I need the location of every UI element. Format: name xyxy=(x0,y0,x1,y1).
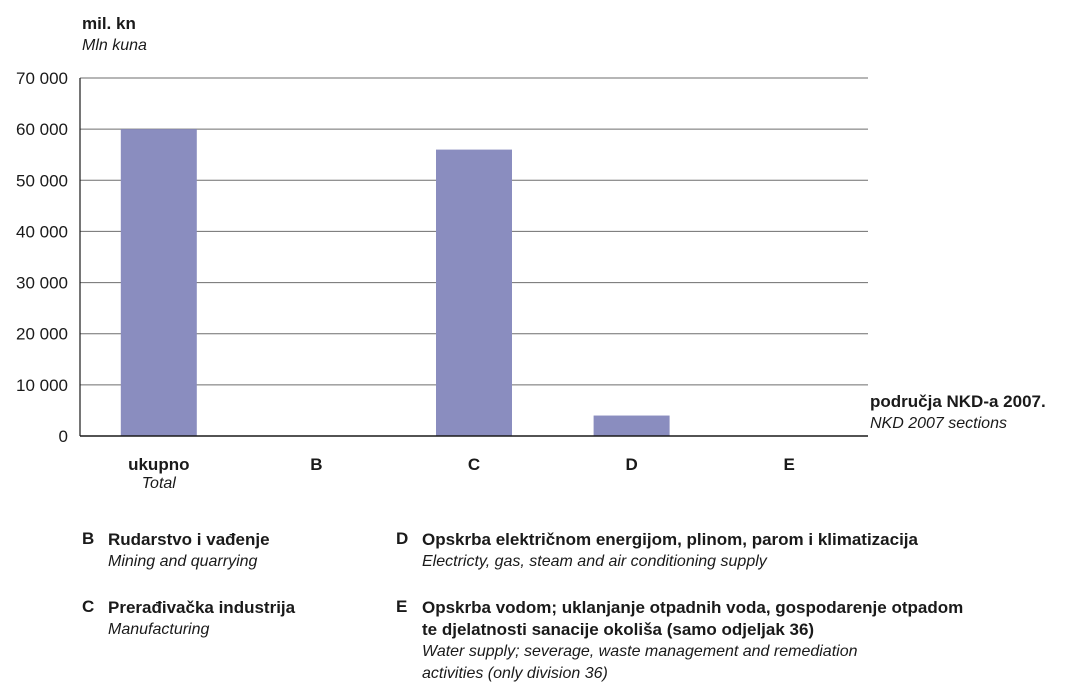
x-tick-label: E xyxy=(783,455,795,474)
y-tick-label: 30 000 xyxy=(16,274,68,293)
x-tick-label: B xyxy=(310,455,323,474)
bar-c xyxy=(436,149,512,436)
y-axis-label: mil. kn xyxy=(82,14,136,33)
bar-ukupno xyxy=(120,129,197,436)
y-tick-label: 60 000 xyxy=(16,120,68,139)
y-tick-label: 10 000 xyxy=(16,376,68,395)
x-tick-label: D xyxy=(625,455,638,474)
y-axis-label-en: Mln kuna xyxy=(82,37,147,54)
x-tick-label: C xyxy=(467,455,481,474)
y-tick-label: 0 xyxy=(59,427,68,446)
y-tick-label: 70 000 xyxy=(16,69,68,88)
y-tick-label: 20 000 xyxy=(16,325,68,344)
y-tick-label: 40 000 xyxy=(16,222,68,241)
y-tick-label: 50 000 xyxy=(16,171,68,190)
x-axis-title-en: NKD 2007 sections xyxy=(870,415,1007,432)
x-tick-label: ukupno Total xyxy=(128,455,190,492)
bar-d xyxy=(593,415,670,436)
x-axis-title: područja NKD-a 2007. xyxy=(870,392,1046,411)
bar-chart: 0 10 000 20 000 30 000 40 000 50 000 60 000 70 … xyxy=(16,69,868,446)
